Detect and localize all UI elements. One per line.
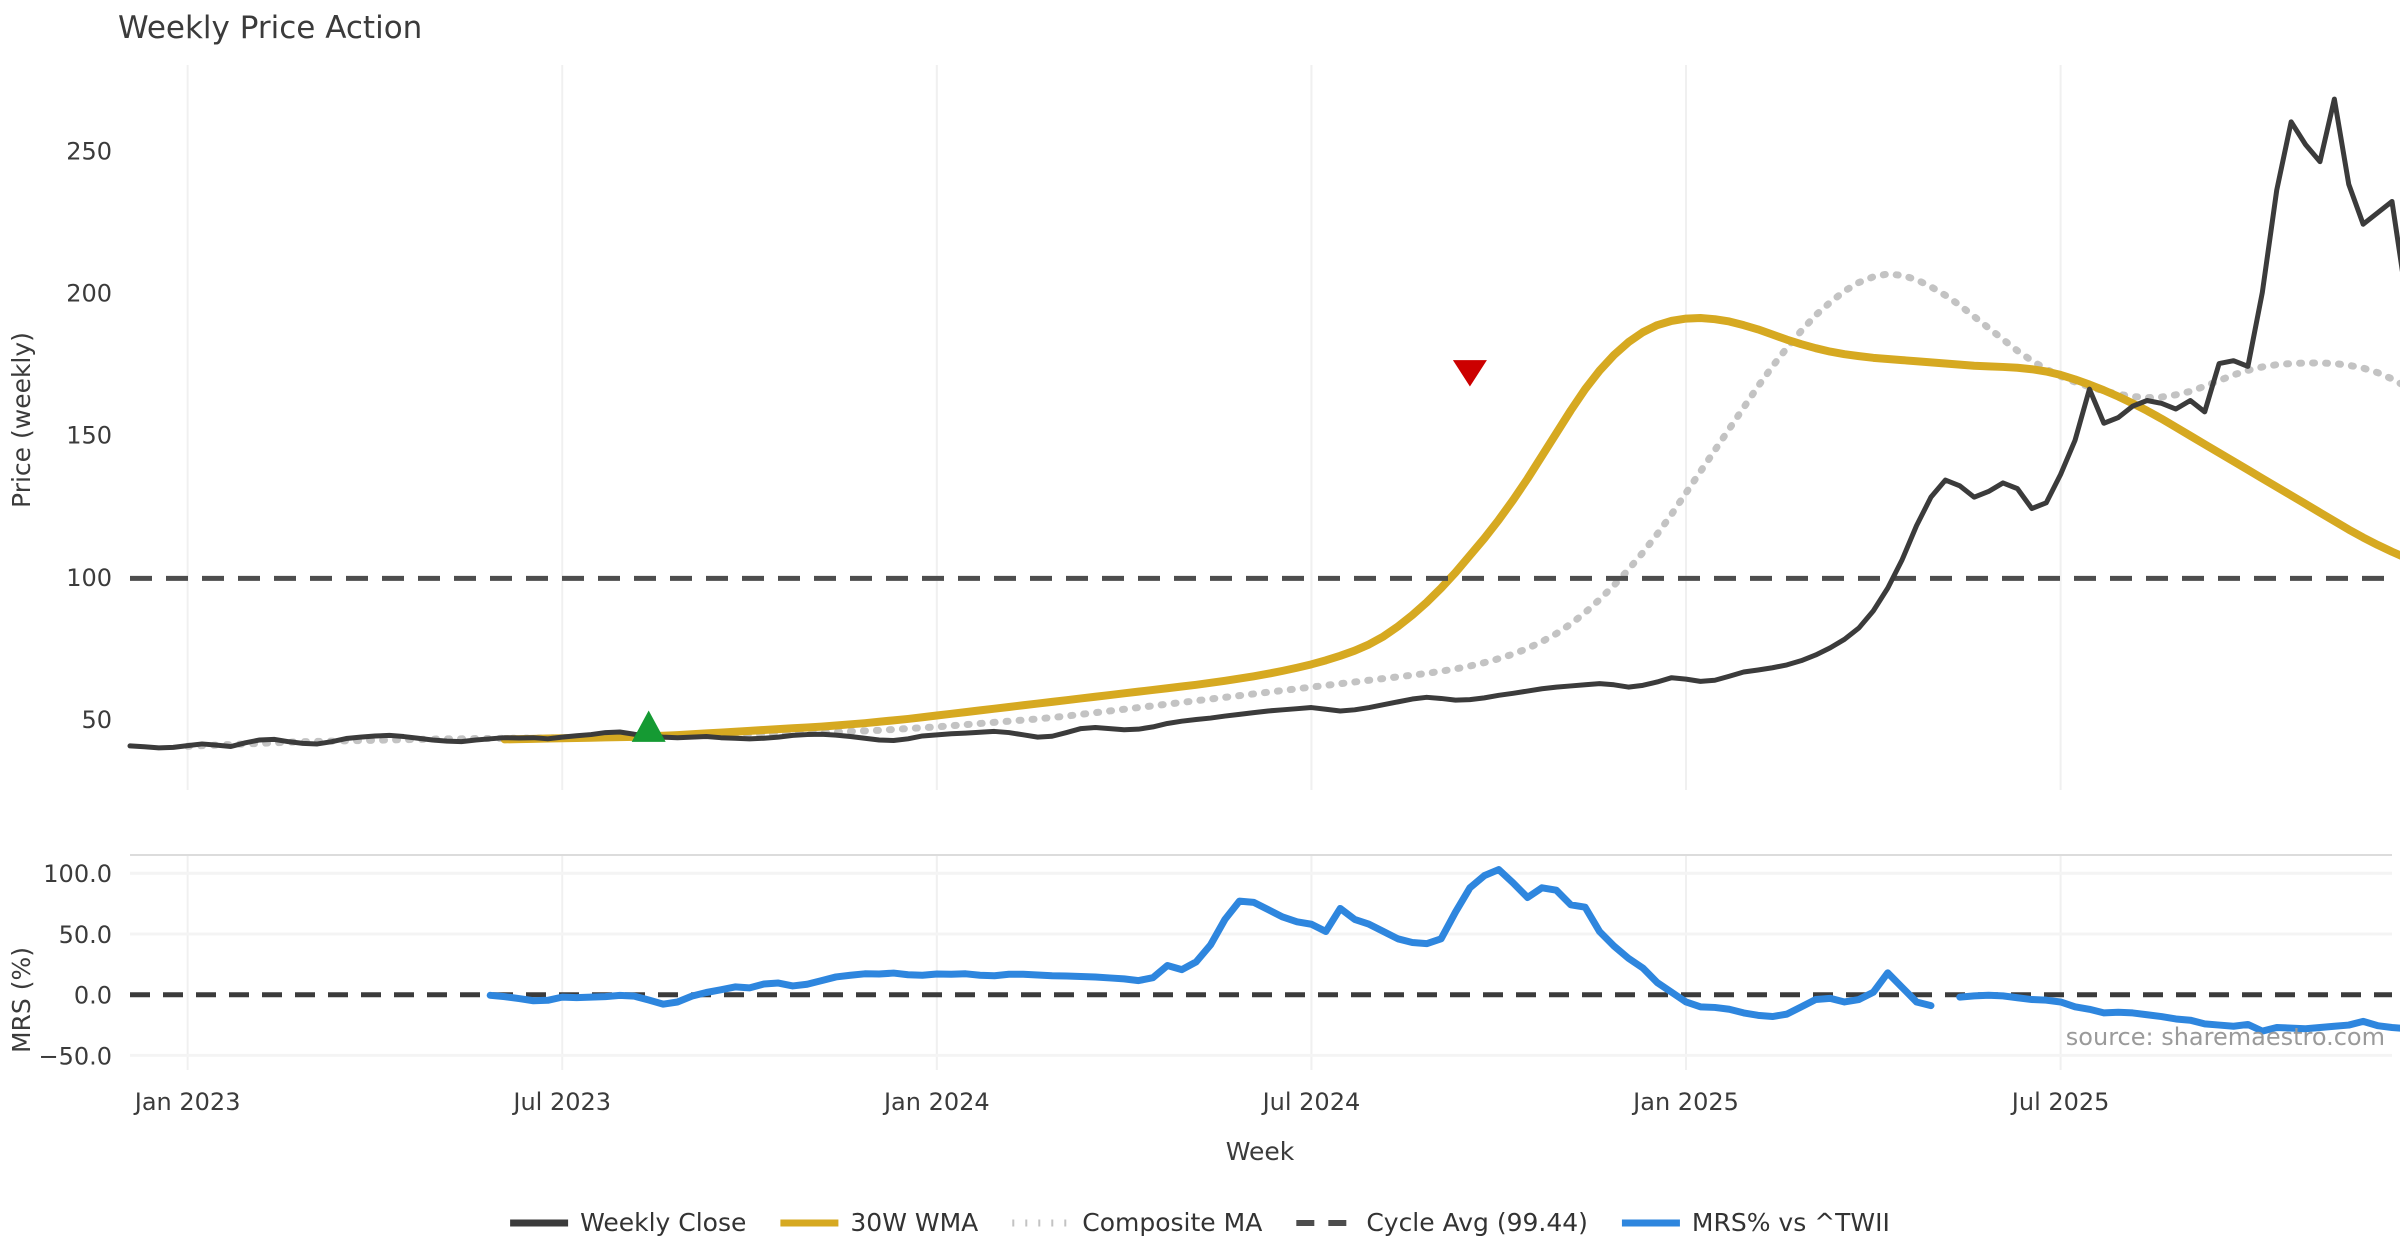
series-mrs-percent <box>486 866 1935 1021</box>
x-axis-ticks: Jan 2023 Jul 2023 Jan 2024 Jul 2024 Jan 2025… <box>133 1088 2110 1116</box>
price-y-tick-label: 100 <box>66 564 112 592</box>
price-y-tick-label: 250 <box>66 137 112 165</box>
x-tick-label: Jan 2024 <box>882 1088 990 1116</box>
series-30w-wma <box>500 314 2400 744</box>
legend-label: Composite MA <box>1082 1208 1262 1237</box>
signal-marker-layer <box>631 360 1487 742</box>
x-tick-label: Jul 2025 <box>2010 1088 2110 1116</box>
series-composite-ma <box>184 270 2400 750</box>
buy-signal-marker <box>631 710 666 742</box>
x-tick-label: Jan 2023 <box>133 1088 241 1116</box>
legend-label: MRS% vs ^TWII <box>1692 1208 1890 1237</box>
price-y-axis-ticks: 50 100 150 200 250 <box>66 137 112 734</box>
page-title: Weekly Price Action <box>118 10 422 46</box>
source-watermark: source: sharemaestro.com <box>2066 1023 2385 1051</box>
mrs-y-tick-label: −50.0 <box>38 1042 112 1070</box>
mrs-y-tick-label: 0.0 <box>74 982 112 1010</box>
legend-item[interactable]: Cycle Avg (99.44) <box>1296 1208 1588 1237</box>
legend-item[interactable]: Weekly Close <box>510 1208 746 1237</box>
mrs-y-tick-label: 100.0 <box>43 860 112 888</box>
mrs-y-tick-label: 50.0 <box>59 921 112 949</box>
legend-item[interactable]: 30W WMA <box>780 1208 978 1237</box>
price-y-axis-label: Price (weekly) <box>7 332 36 508</box>
x-tick-label: Jan 2025 <box>1631 1088 1739 1116</box>
mrs-y-axis-ticks: −50.0 0.0 50.0 100.0 <box>38 860 112 1070</box>
price-y-tick-label: 50 <box>81 706 112 734</box>
mrs-y-axis-label: MRS (%) <box>7 947 36 1053</box>
chart-legend[interactable]: Weekly Close 30W WMA Composite MA Cycle Avg… <box>510 1208 1890 1237</box>
x-axis-label: Week <box>1226 1137 1295 1166</box>
legend-label: Cycle Avg (99.44) <box>1366 1208 1588 1237</box>
price-y-tick-label: 200 <box>66 279 112 307</box>
price-y-tick-label: 150 <box>66 422 112 450</box>
sell-signal-marker <box>1452 360 1487 387</box>
x-tick-label: Jul 2023 <box>511 1088 611 1116</box>
x-tick-label: Jul 2024 <box>1261 1088 1361 1116</box>
price-gridlines <box>186 65 2062 790</box>
series-mrs-percent-tail <box>1956 991 2400 1035</box>
legend-item[interactable]: MRS% vs ^TWII <box>1621 1208 1890 1237</box>
legend-item[interactable]: Composite MA <box>1012 1208 1262 1237</box>
legend-label: Weekly Close <box>580 1208 746 1237</box>
mrs-gridlines <box>130 854 2392 1070</box>
legend-label: 30W WMA <box>850 1208 978 1237</box>
